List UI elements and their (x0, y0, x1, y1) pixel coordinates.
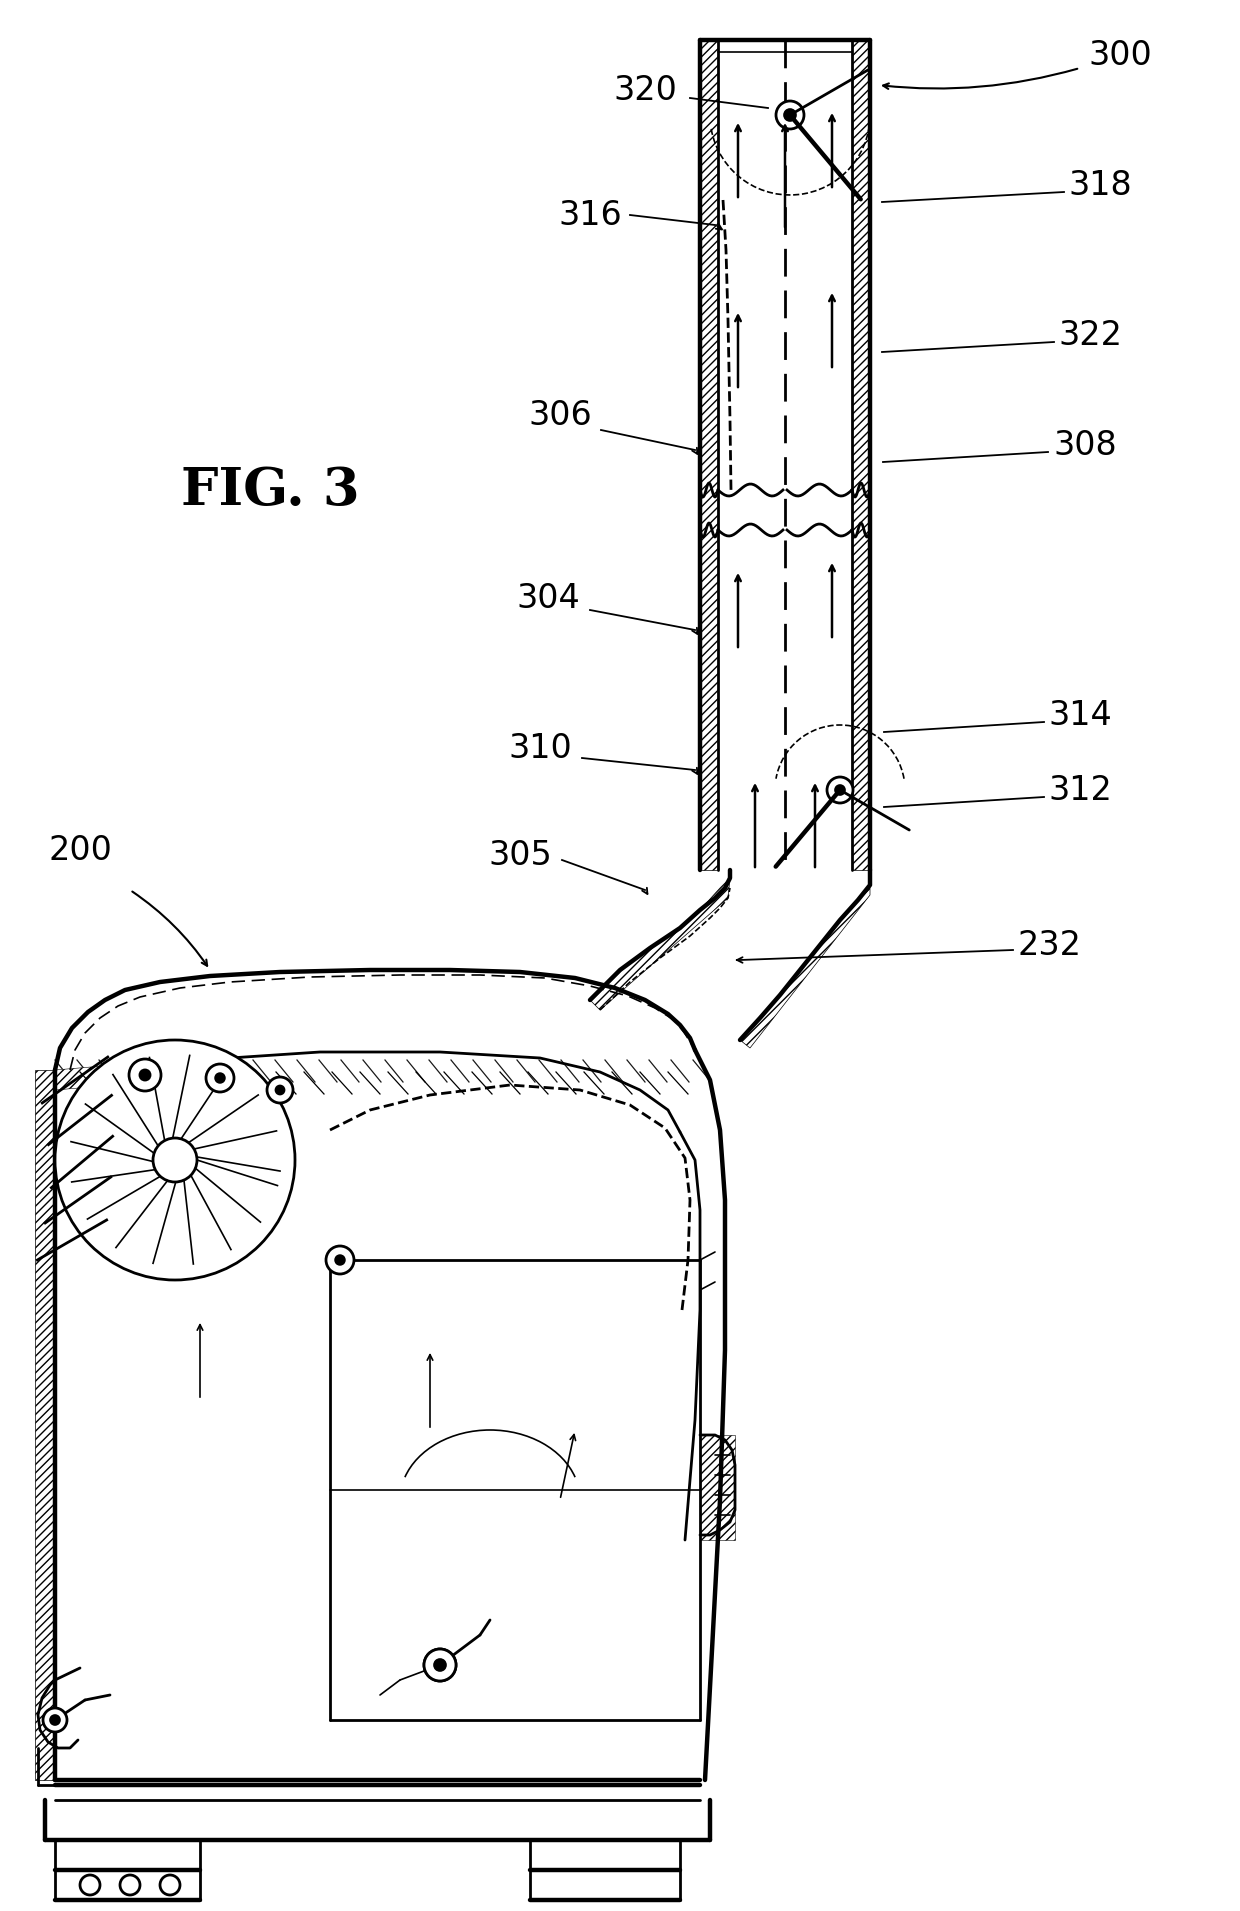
Circle shape (424, 1649, 456, 1682)
Polygon shape (35, 1070, 55, 1779)
Polygon shape (55, 1061, 175, 1089)
Circle shape (267, 1078, 293, 1103)
Circle shape (139, 1070, 150, 1080)
Polygon shape (701, 40, 718, 870)
Circle shape (275, 1085, 284, 1095)
Polygon shape (740, 885, 870, 1047)
Circle shape (835, 785, 844, 795)
Polygon shape (590, 877, 730, 1011)
Text: 310: 310 (508, 732, 572, 764)
Circle shape (55, 1040, 295, 1280)
Text: 300: 300 (1089, 38, 1152, 71)
Text: 232: 232 (1018, 929, 1083, 961)
Text: 320: 320 (613, 73, 677, 107)
Text: 200: 200 (48, 833, 112, 866)
Text: FIG. 3: FIG. 3 (181, 464, 360, 516)
Text: 322: 322 (1058, 319, 1122, 352)
Text: 316: 316 (558, 199, 622, 231)
Text: 306: 306 (528, 399, 591, 432)
Polygon shape (701, 1435, 735, 1540)
Circle shape (335, 1256, 345, 1265)
Circle shape (827, 778, 853, 803)
Circle shape (776, 101, 804, 130)
Circle shape (424, 1649, 456, 1682)
Text: 304: 304 (516, 581, 580, 615)
Text: 312: 312 (1048, 774, 1112, 806)
Text: 305: 305 (489, 839, 552, 871)
Text: 314: 314 (1048, 699, 1112, 732)
Circle shape (81, 1875, 100, 1896)
Circle shape (434, 1659, 445, 1670)
Polygon shape (852, 40, 870, 870)
Circle shape (434, 1659, 446, 1670)
Circle shape (215, 1074, 224, 1084)
Circle shape (206, 1064, 234, 1091)
Circle shape (784, 109, 796, 120)
Text: 308: 308 (1053, 428, 1117, 461)
Circle shape (50, 1714, 60, 1726)
Text: 318: 318 (1068, 168, 1132, 201)
Circle shape (43, 1708, 67, 1731)
Circle shape (129, 1059, 161, 1091)
Circle shape (120, 1875, 140, 1896)
Circle shape (153, 1137, 197, 1183)
Circle shape (326, 1246, 353, 1275)
Circle shape (160, 1875, 180, 1896)
